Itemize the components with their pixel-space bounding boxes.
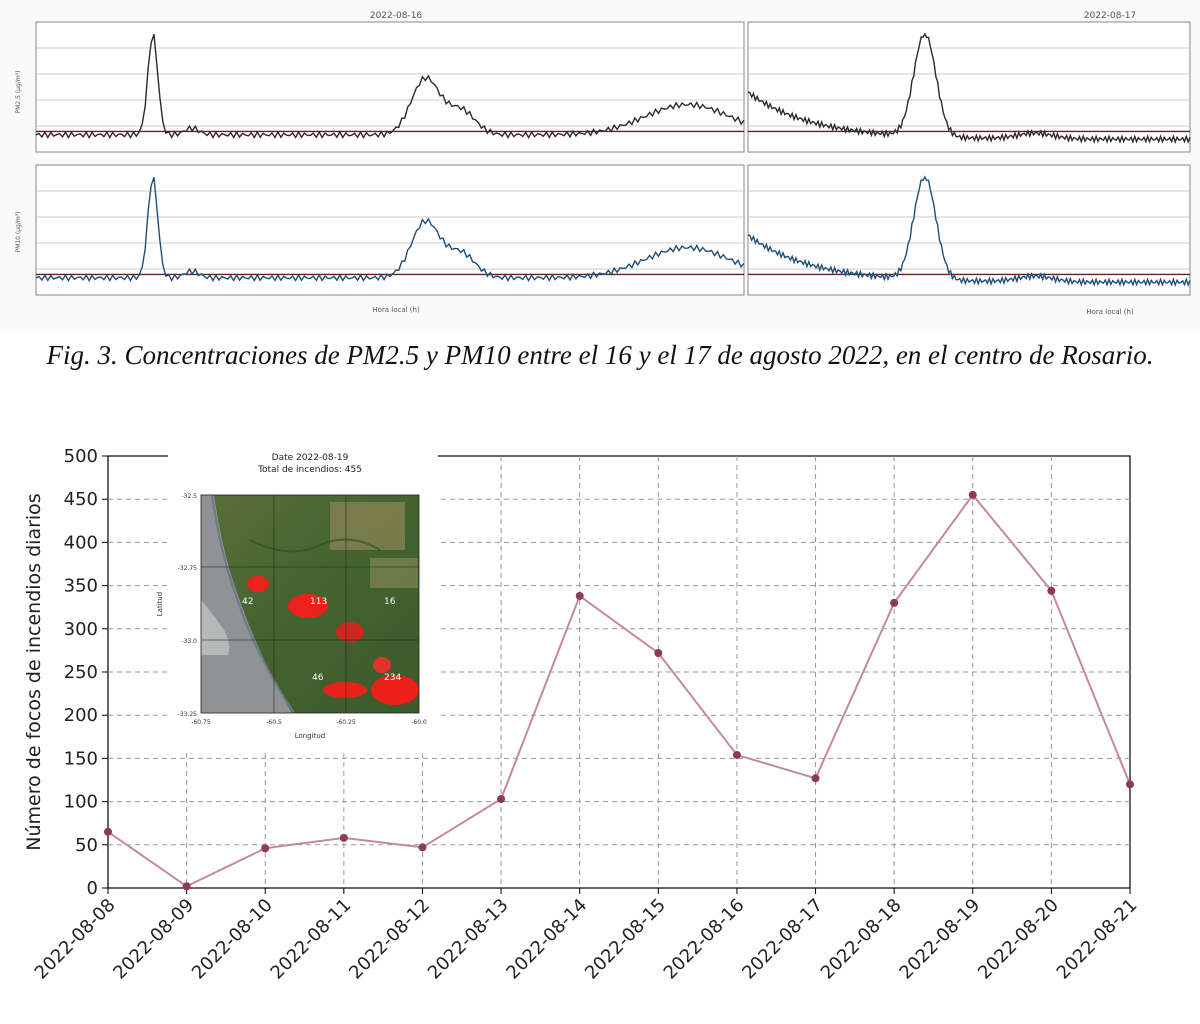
- y-axis: 0 50 100 150 200 250 300 350 400 450 500: [64, 446, 108, 899]
- figure-caption: Fig. 3. Concentraciones de PM2.5 y PM10 …: [46, 340, 1154, 370]
- inset-xtick: -60.25: [336, 719, 356, 726]
- cluster-label: 113: [310, 597, 327, 607]
- x-tick-label: 2022-08-19: [895, 895, 984, 984]
- fire-count-chart: 0 50 100 150 200 250 300 350 400 450 500 2022-08-0…: [23, 444, 1142, 984]
- data-point: [811, 774, 820, 783]
- pm10-panel-day2: [747, 164, 1191, 296]
- inset-ytick: -33.25: [178, 711, 198, 718]
- cluster-label: 16: [384, 597, 396, 607]
- inset-xlabel: Longitud: [295, 732, 326, 740]
- pm-concentration-figure: 2022-08-16 2022-08-17 PM2.5 (µg/m³) PM10…: [0, 0, 1200, 330]
- x-tick-label: 2022-08-14: [502, 895, 591, 984]
- series-line: [107, 493, 1131, 888]
- cluster-label: 234: [384, 673, 401, 683]
- inset-ytick: -32.5: [181, 493, 197, 500]
- pm-panel-title-day2: 2022-08-17: [1084, 11, 1136, 21]
- inset-title-line1: Date 2022-08-19: [272, 453, 349, 463]
- pm10-ylabel: PM10 (µg/m³): [15, 212, 22, 253]
- pm-trace: [747, 175, 1191, 287]
- inset-title-line2: Total de incendios: 455: [257, 465, 362, 475]
- cluster-label: 42: [242, 597, 253, 607]
- y-tick-label: 50: [75, 835, 98, 856]
- x-tick-label: 2022-08-16: [660, 895, 749, 984]
- data-point: [1047, 586, 1056, 595]
- data-point: [261, 844, 270, 853]
- x-tick-label: 2022-08-20: [974, 895, 1063, 984]
- data-point: [339, 833, 348, 842]
- data-point: [418, 843, 427, 852]
- pm-trace: [35, 33, 745, 140]
- data-point: [1126, 780, 1134, 789]
- cluster-label: 46: [312, 673, 324, 683]
- x-tick-label: 2022-08-17: [738, 895, 827, 984]
- y-tick-label: 150: [64, 748, 98, 769]
- y-tick-label: 100: [64, 792, 98, 813]
- pm-trace: [35, 176, 745, 283]
- data-point: [654, 648, 663, 657]
- inset-map: Date 2022-08-19 Total de incendios: 455: [156, 444, 438, 750]
- y-tick-label: 400: [64, 532, 98, 553]
- pm25-panel-day1: [35, 21, 745, 153]
- data-point: [182, 882, 191, 891]
- inset-ylabel: Latitud: [156, 592, 164, 617]
- x-axis: 2022-08-082022-08-092022-08-102022-08-11…: [31, 888, 1142, 984]
- x-tick-label: 2022-08-10: [188, 895, 277, 984]
- x-tick-label: 2022-08-11: [267, 895, 356, 984]
- y-tick-label: 500: [64, 446, 98, 467]
- y-tick-label: 200: [64, 705, 98, 726]
- data-point: [575, 591, 584, 600]
- x-tick-label: 2022-08-13: [424, 895, 513, 984]
- x-tick-label: 2022-08-15: [581, 895, 670, 984]
- y-tick-label: 250: [64, 662, 98, 683]
- y-tick-label: 300: [64, 619, 98, 640]
- inset-xtick: -60.0: [411, 719, 427, 726]
- pm-xlabel-day2: Hora local (h): [1086, 308, 1134, 316]
- data-point: [104, 827, 112, 836]
- pm10-panel-day1: [35, 164, 745, 296]
- x-tick-label: 2022-08-12: [345, 895, 434, 984]
- pm-xlabel-day1: Hora local (h): [372, 306, 420, 314]
- inset-xtick: -60.75: [191, 719, 211, 726]
- y-tick-label: 0: [87, 878, 98, 899]
- x-tick-label: 2022-08-09: [109, 895, 198, 984]
- pm-trace: [747, 32, 1191, 144]
- y-axis-label: Número de focos de incendios diarios: [23, 493, 45, 850]
- y-tick-label: 350: [64, 576, 98, 597]
- data-point: [968, 490, 977, 499]
- x-tick-label: 2022-08-18: [817, 895, 906, 984]
- inset-ytick: -32.75: [178, 565, 198, 572]
- data-point: [732, 750, 741, 759]
- pm-panel-title-day1: 2022-08-16: [370, 11, 423, 21]
- inset-xtick: -60.5: [266, 719, 282, 726]
- pm25-ylabel: PM2.5 (µg/m³): [15, 71, 22, 114]
- y-tick-label: 450: [64, 489, 98, 510]
- x-tick-label: 2022-08-08: [31, 895, 120, 984]
- data-point: [497, 795, 506, 804]
- pm25-panel-day2: [747, 21, 1191, 153]
- x-tick-label: 2022-08-21: [1053, 895, 1142, 984]
- inset-ytick: -33.0: [181, 638, 197, 645]
- data-point: [890, 598, 899, 607]
